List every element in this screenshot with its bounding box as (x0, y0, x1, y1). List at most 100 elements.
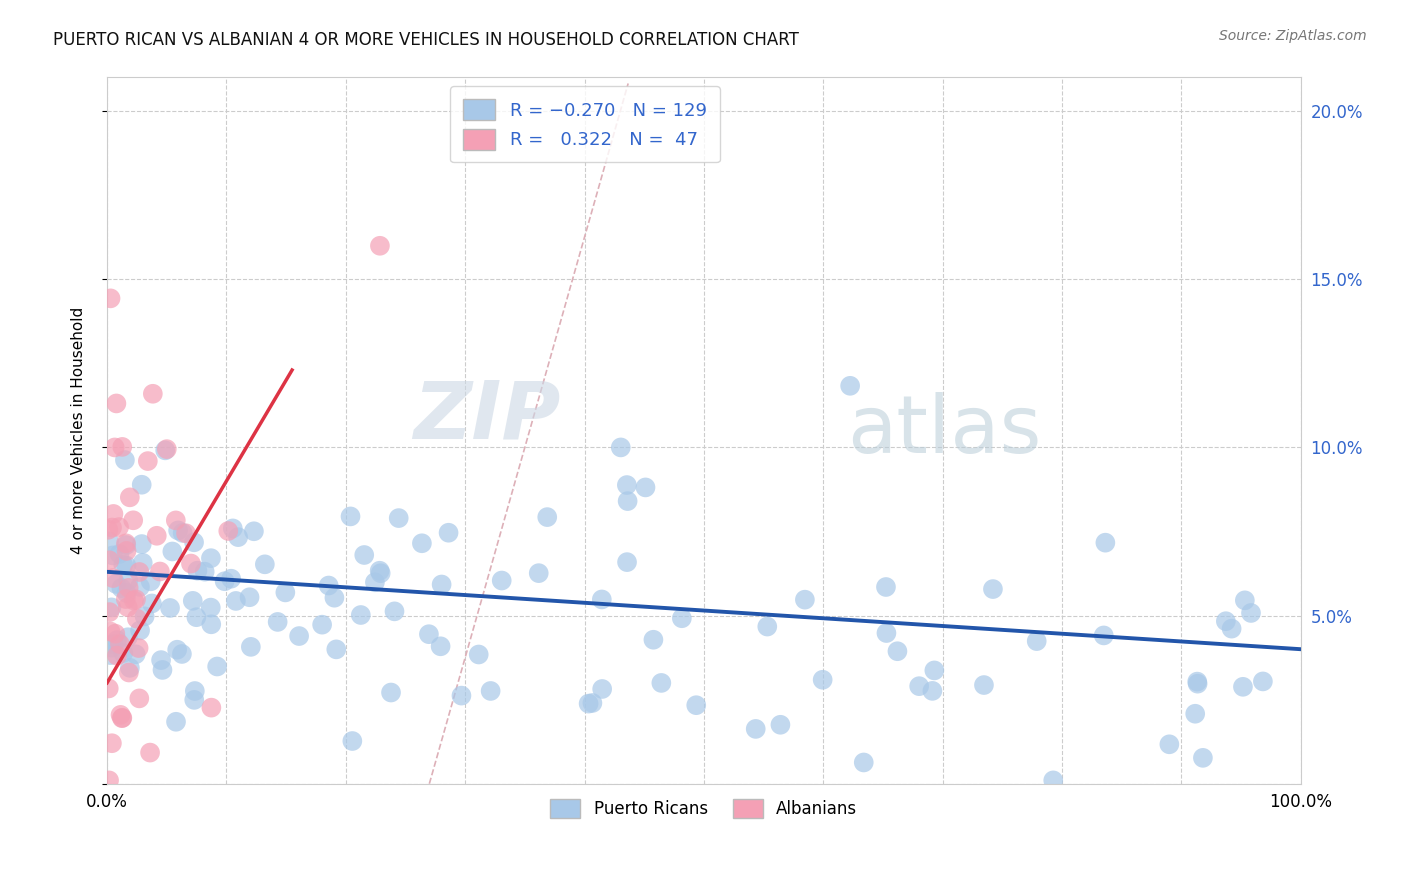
Point (100, 624, 122, 639)
Point (1092, 628, 1115, 642)
Point (219, 572, 242, 586)
Point (117, 600, 139, 615)
Point (181, 594, 204, 608)
Point (115, 536, 138, 550)
Point (100, 648, 122, 662)
Point (139, 746, 162, 760)
Point (238, 591, 260, 605)
Legend: Puerto Ricans, Albanians: Puerto Ricans, Albanians (544, 792, 865, 825)
Point (491, 574, 513, 588)
Point (100, 640, 122, 655)
Point (105, 633, 128, 648)
Point (111, 711, 134, 725)
Point (200, 600, 222, 615)
Point (1215, 614, 1237, 628)
Point (149, 565, 172, 579)
Point (162, 544, 184, 558)
Point (156, 442, 179, 457)
Point (578, 697, 600, 711)
Point (380, 685, 402, 699)
Point (115, 558, 138, 573)
Point (793, 592, 815, 607)
Point (122, 593, 145, 607)
Point (184, 684, 207, 698)
Point (114, 592, 136, 607)
Point (98, 605, 121, 619)
Point (150, 653, 173, 667)
Point (467, 648, 489, 662)
Point (685, 698, 707, 713)
Point (214, 574, 236, 589)
Point (323, 591, 346, 605)
Point (183, 535, 205, 549)
Point (1192, 751, 1215, 765)
Point (129, 624, 152, 638)
Point (105, 396, 128, 410)
Point (437, 525, 460, 540)
Point (1251, 674, 1274, 689)
Point (98, 534, 121, 549)
Point (167, 524, 190, 538)
Point (128, 640, 150, 655)
Point (288, 629, 311, 643)
Point (243, 524, 266, 539)
Point (101, 571, 124, 585)
Point (139, 574, 162, 589)
Point (450, 689, 472, 703)
Point (591, 681, 613, 696)
Point (172, 525, 194, 540)
Point (104, 441, 127, 455)
Point (839, 379, 862, 393)
Point (973, 678, 995, 692)
Text: ZIP: ZIP (413, 377, 561, 456)
Point (253, 558, 276, 572)
Point (124, 647, 146, 661)
Point (384, 604, 406, 618)
Point (217, 524, 239, 538)
Point (616, 494, 638, 508)
Point (527, 566, 550, 581)
Point (1159, 737, 1181, 751)
Point (1232, 680, 1254, 694)
Point (111, 711, 134, 725)
Point (368, 239, 391, 253)
Text: PUERTO RICAN VS ALBANIAN 4 OR MORE VEHICLES IN HOUSEHOLD CORRELATION CHART: PUERTO RICAN VS ALBANIAN 4 OR MORE VEHIC… (53, 31, 799, 49)
Point (370, 566, 392, 581)
Point (339, 509, 361, 524)
Point (174, 526, 197, 541)
Point (981, 582, 1004, 596)
Point (200, 700, 222, 714)
Point (634, 480, 657, 494)
Text: atlas: atlas (846, 392, 1042, 469)
Point (852, 756, 875, 770)
Point (108, 520, 131, 534)
Point (180, 557, 202, 571)
Point (1187, 676, 1209, 690)
Point (205, 659, 228, 673)
Point (875, 626, 897, 640)
Point (117, 574, 139, 588)
Point (1094, 535, 1116, 549)
Point (536, 510, 558, 524)
Point (479, 684, 502, 698)
Point (350, 607, 373, 622)
Point (131, 537, 153, 551)
Point (98, 773, 121, 788)
Point (125, 592, 148, 607)
Point (650, 676, 672, 690)
Point (115, 586, 138, 600)
Point (756, 619, 779, 633)
Point (122, 513, 145, 527)
Point (616, 555, 638, 569)
Point (200, 617, 222, 632)
Point (131, 477, 153, 491)
Point (1184, 706, 1206, 721)
Point (591, 592, 613, 607)
Point (105, 648, 128, 663)
Point (1187, 674, 1209, 689)
Point (183, 693, 205, 707)
Point (222, 521, 245, 535)
Point (671, 611, 693, 625)
Point (1042, 773, 1064, 788)
Point (125, 612, 148, 626)
